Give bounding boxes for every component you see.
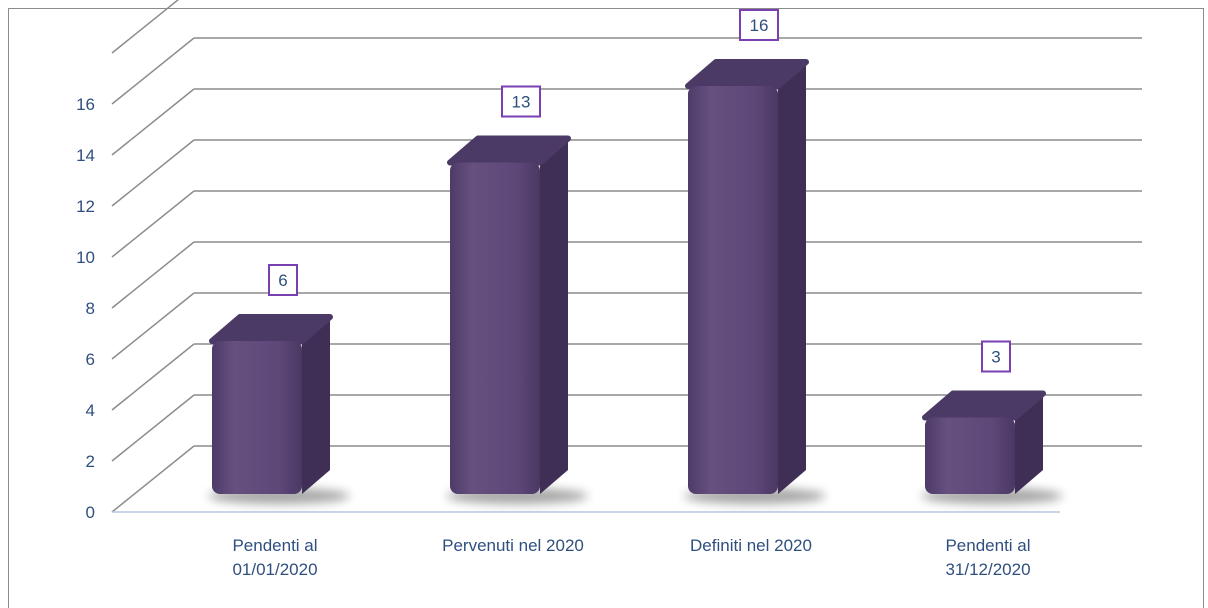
- bar-side: [302, 317, 330, 494]
- gridline-depth: [111, 394, 195, 462]
- data-label: 6: [278, 271, 287, 290]
- y-tick-label: 10: [76, 248, 95, 267]
- data-label-box: [268, 264, 298, 296]
- gridline-depth: [111, 0, 180, 54]
- y-tick-label: 12: [76, 197, 95, 216]
- y-tick-label: 2: [86, 452, 95, 471]
- data-label: 16: [750, 16, 769, 35]
- data-label: 13: [512, 93, 531, 112]
- bar-side: [540, 138, 568, 494]
- y-tick-label: 6: [86, 350, 95, 369]
- x-category-label: Pendenti al 01/01/2020: [232, 536, 317, 579]
- gridline-depth: [111, 88, 195, 156]
- y-tick-label: 16: [76, 95, 95, 114]
- y-tick-label: 4: [86, 401, 95, 420]
- data-label: 3: [991, 348, 1000, 367]
- gridline-depth: [111, 241, 195, 309]
- gridline-depth: [111, 445, 195, 513]
- data-label-box: [981, 340, 1011, 373]
- gridline-depth: [111, 292, 195, 360]
- gridline-depth: [111, 139, 195, 207]
- data-label-box: [501, 85, 541, 118]
- chart-frame: [8, 8, 1204, 608]
- bar: [450, 162, 540, 494]
- bar: [688, 86, 778, 494]
- bar: [212, 341, 302, 494]
- gridline-depth: [111, 190, 195, 258]
- y-tick-label: 0: [86, 503, 95, 522]
- bar: [925, 417, 1015, 494]
- y-tick-label: 14: [76, 146, 95, 165]
- gridline-depth: [111, 37, 195, 105]
- y-tick-label: 8: [86, 299, 95, 318]
- data-label-box: [739, 9, 779, 41]
- bar-side: [778, 62, 806, 494]
- x-category-label: Definiti nel 2020: [690, 536, 812, 555]
- x-category-label: Pendenti al 31/12/2020: [945, 536, 1030, 579]
- gridline-depth: [111, 343, 195, 411]
- bar-side: [1015, 393, 1043, 494]
- x-category-label: Pervenuti nel 2020: [442, 536, 584, 555]
